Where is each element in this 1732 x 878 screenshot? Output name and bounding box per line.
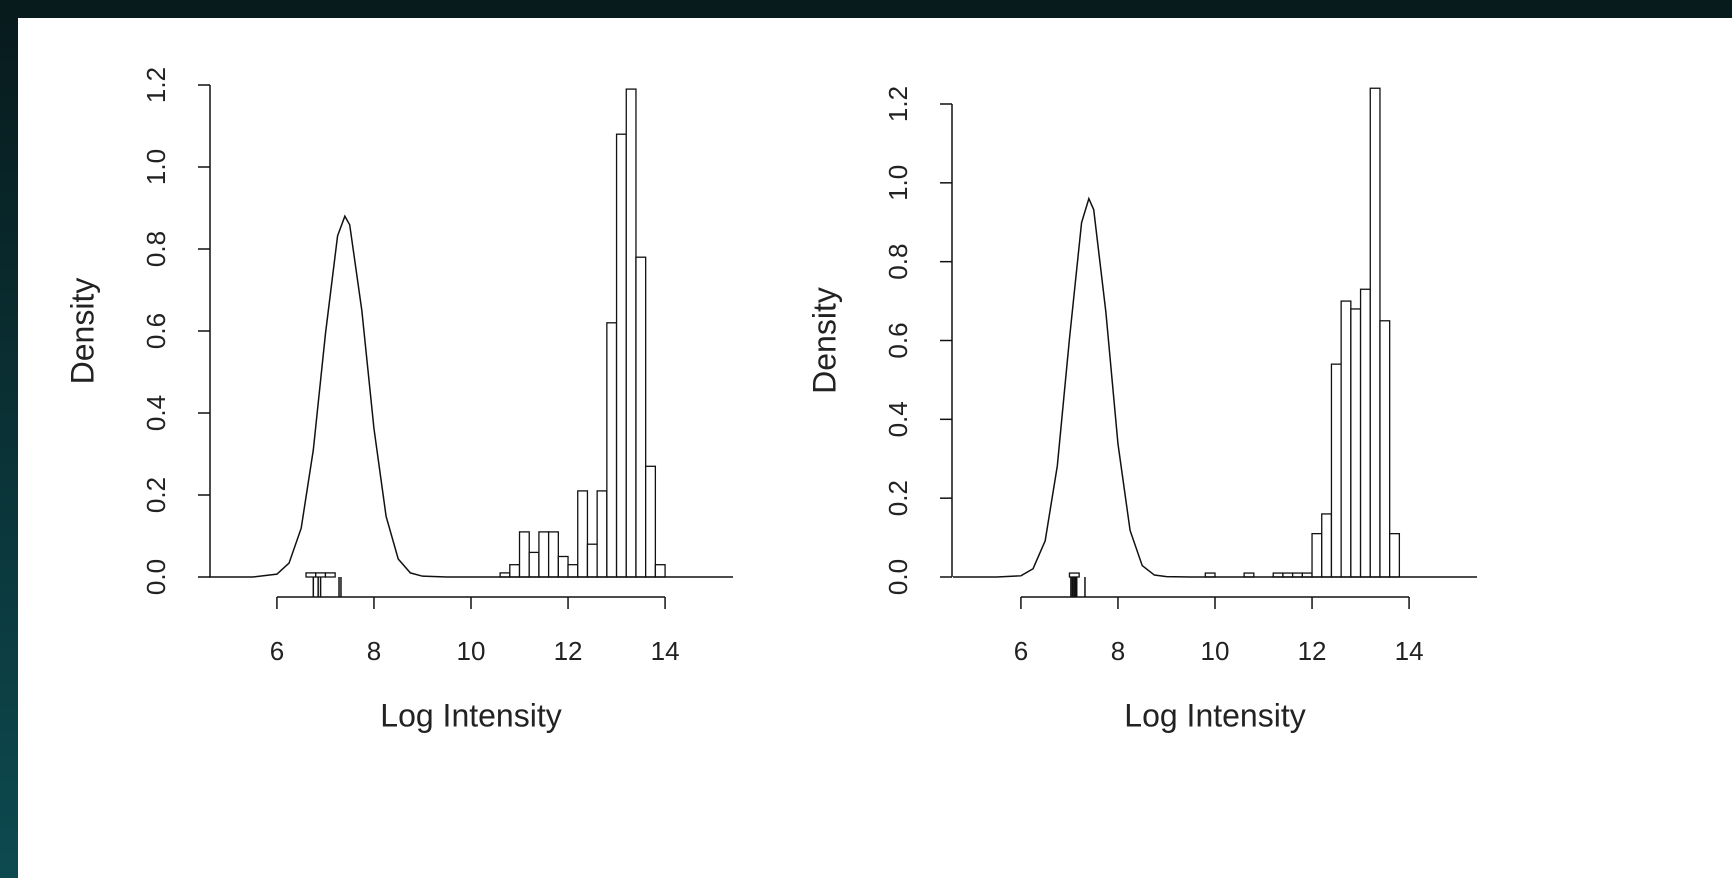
y-tick-label: 0.4 <box>883 401 913 437</box>
bar <box>567 564 579 578</box>
y-axis-title: Density <box>64 278 100 385</box>
bar <box>1369 87 1381 578</box>
y-tick-label: 0.8 <box>883 244 913 280</box>
x-axis-title: Log Intensity <box>1124 697 1305 733</box>
bar <box>528 551 540 578</box>
x-tick-label: 10 <box>457 636 486 666</box>
bar <box>1389 532 1401 578</box>
y-tick-label: 0.6 <box>141 313 171 349</box>
y-axis-title: Density <box>806 287 842 394</box>
bar <box>596 490 608 578</box>
density-curve <box>953 196 1477 578</box>
bar <box>315 572 327 578</box>
y-tick-label: 0.2 <box>883 480 913 516</box>
y-tick-label: 1.0 <box>883 165 913 201</box>
x-axis-title: Log Intensity <box>380 697 561 733</box>
y-tick-label: 0.6 <box>883 322 913 358</box>
y-tick-label: 0.0 <box>883 559 913 595</box>
bar <box>577 490 589 578</box>
y-tick-label: 0.0 <box>141 559 171 595</box>
bar <box>635 256 647 578</box>
bar <box>538 531 550 578</box>
x-tick-label: 10 <box>1201 636 1230 666</box>
bar <box>1359 288 1371 578</box>
bar <box>1379 320 1391 578</box>
x-tick-label: 6 <box>270 636 284 666</box>
bar <box>1350 308 1362 578</box>
bar <box>615 133 627 578</box>
bar <box>1321 513 1333 578</box>
bar <box>645 465 657 578</box>
chart: 6 8 10 12 14 Log Intensity 0.0 0.2 0.4 0.6 0.8 1.0 1… <box>18 18 1732 878</box>
x-tick-label: 14 <box>651 636 680 666</box>
bar <box>654 564 666 578</box>
bar <box>606 322 618 578</box>
bar <box>586 543 598 578</box>
bar <box>1311 532 1323 578</box>
x-tick-label: 14 <box>1395 636 1424 666</box>
bar <box>305 572 317 578</box>
y-tick-label: 1.0 <box>141 149 171 185</box>
density-curve <box>209 214 733 578</box>
bar <box>518 531 530 578</box>
x-tick-label: 8 <box>1111 636 1125 666</box>
bar <box>547 531 559 578</box>
x-tick-label: 6 <box>1014 636 1028 666</box>
bar <box>509 564 521 578</box>
bar <box>324 572 336 578</box>
y-tick-label: 1.2 <box>141 67 171 103</box>
bar <box>1068 572 1080 578</box>
bar <box>625 88 637 578</box>
y-tick-label: 0.8 <box>141 231 171 267</box>
bar <box>557 555 569 578</box>
x-tick-label: 12 <box>1298 636 1327 666</box>
y-tick-label: 0.4 <box>141 395 171 431</box>
x-tick-label: 12 <box>554 636 583 666</box>
y-tick-label: 1.2 <box>883 86 913 122</box>
y-tick-label: 0.2 <box>141 477 171 513</box>
bar <box>1330 363 1342 578</box>
x-tick-label: 8 <box>367 636 381 666</box>
bar <box>1340 300 1352 578</box>
